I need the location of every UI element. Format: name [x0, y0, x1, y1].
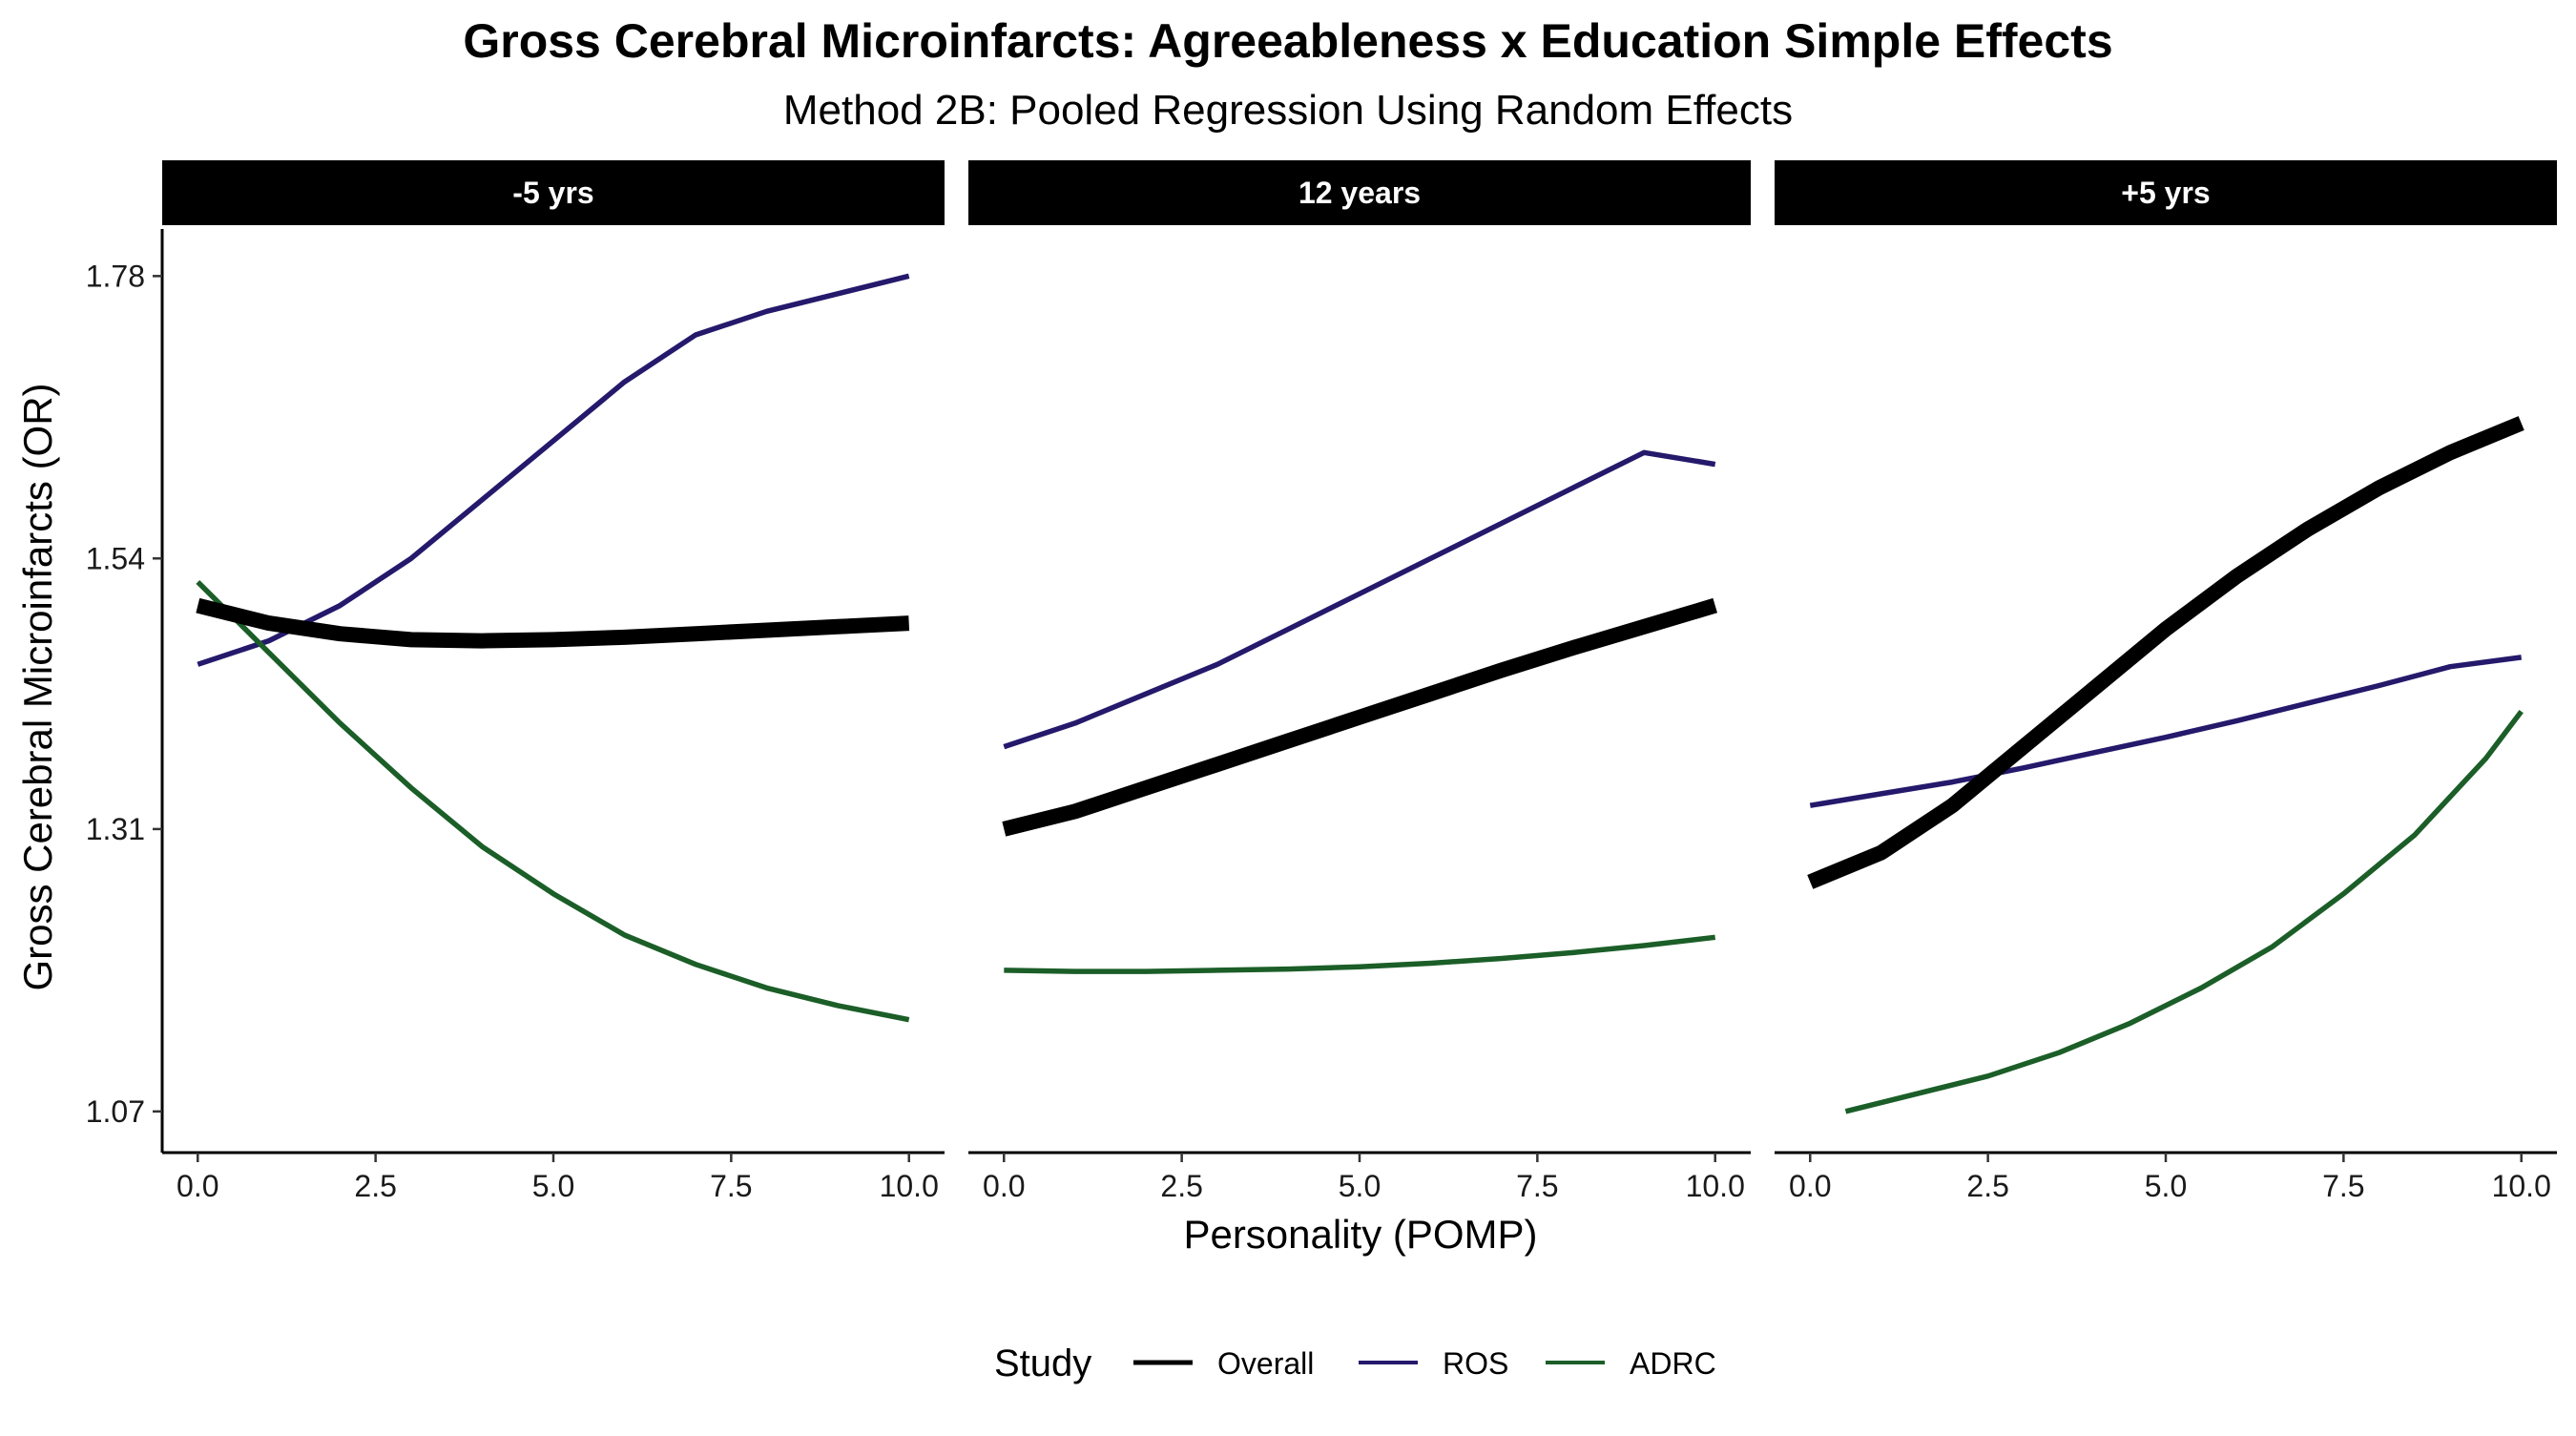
y-tick-label: 1.07 [86, 1094, 145, 1129]
x-axis-title: Personality (POMP) [1183, 1212, 1537, 1257]
chart-subtitle: Method 2B: Pooled Regression Using Rando… [783, 87, 1793, 134]
x-tick-label: 0.0 [983, 1169, 1025, 1203]
series-line-adrc [196, 579, 910, 1023]
x-tick-label: 0.0 [177, 1169, 218, 1203]
legend-title: Study [994, 1342, 1091, 1384]
y-tick-label: 1.31 [86, 812, 145, 846]
x-tick-label: 7.5 [710, 1169, 752, 1203]
panel-2: +5 yrs 0.0 2.5 5.0 7.5 10.0 [1775, 160, 2557, 1203]
series-line-overall [196, 597, 910, 649]
x-tick-label: 2.5 [1966, 1169, 2008, 1203]
panel-0: -5 yrs 0.0 2.5 5.0 7.5 10.0 1.07 1.31 1.54 1.78 [86, 160, 945, 1203]
facet-strip [162, 160, 945, 225]
facet-strip-label: 12 years [1298, 176, 1421, 210]
y-axis-title: Gross Cerebral Microinfarcts (OR) [15, 383, 60, 990]
x-tick-label: 0.0 [1789, 1169, 1831, 1203]
x-tick-label: 7.5 [1516, 1169, 1558, 1203]
facet-panels: -5 yrs 0.0 2.5 5.0 7.5 10.0 1.07 1.31 1.54 1.78 12… [86, 160, 2557, 1203]
facet-strip-label: -5 yrs [512, 176, 593, 210]
series-line-adrc [1844, 709, 2524, 1114]
x-tick-label: 5.0 [1339, 1169, 1381, 1203]
legend-label-overall: Overall [1217, 1346, 1314, 1381]
facet-strip [968, 160, 1751, 225]
x-tick-label: 10.0 [1686, 1169, 1745, 1203]
x-tick-label: 5.0 [532, 1169, 574, 1203]
chart-title: Gross Cerebral Microinfarcts: Agreeablen… [463, 14, 2112, 68]
x-tick-label: 7.5 [2322, 1169, 2364, 1203]
facet-strip-label: +5 yrs [2121, 176, 2210, 210]
x-tick-label: 10.0 [2492, 1169, 2551, 1203]
y-tick-label: 1.54 [86, 541, 145, 575]
x-tick-label: 10.0 [880, 1169, 939, 1203]
legend-label-adrc: ADRC [1630, 1346, 1716, 1381]
x-tick-label: 2.5 [354, 1169, 396, 1203]
legend-label-ros: ROS [1443, 1346, 1508, 1381]
y-tick-label: 1.78 [86, 259, 145, 293]
panel-1: 12 years 0.0 2.5 5.0 7.5 10.0 [968, 160, 1751, 1203]
series-line-ros [1809, 655, 2523, 808]
series-line-ros [1003, 449, 1716, 750]
legend: Study Overall ROS ADRC [994, 1342, 1716, 1384]
facet-strip [1775, 160, 2557, 225]
series-line-adrc [1004, 934, 1716, 974]
x-tick-label: 2.5 [1160, 1169, 1202, 1203]
series-line-ros [197, 273, 910, 667]
x-tick-label: 5.0 [2145, 1169, 2187, 1203]
series-line-overall [1002, 597, 1717, 837]
series-line-overall [1807, 416, 2524, 889]
